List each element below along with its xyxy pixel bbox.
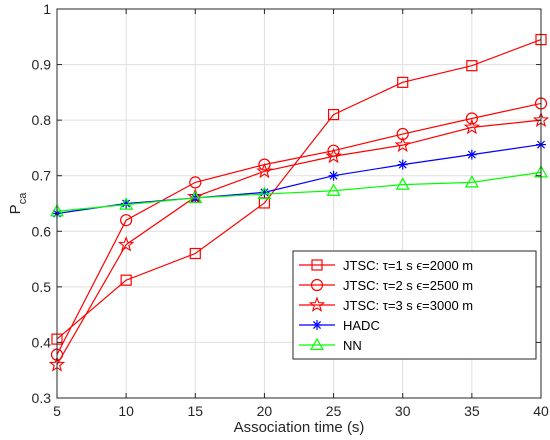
x-axis-label: Association time (s) bbox=[234, 419, 365, 436]
x-tick-label: 30 bbox=[395, 403, 411, 419]
data-point bbox=[256, 162, 273, 179]
data-point bbox=[308, 296, 326, 312]
data-point bbox=[189, 176, 202, 189]
data-point bbox=[327, 108, 340, 121]
data-point bbox=[328, 170, 339, 181]
legend-label: JTSC: τ=1 s ϵ=2000 m bbox=[343, 258, 473, 273]
y-tick-label: 0.7 bbox=[32, 168, 52, 184]
data-point bbox=[325, 147, 342, 164]
legend-label: HADC bbox=[343, 318, 380, 333]
series-layer bbox=[48, 33, 550, 372]
series-line bbox=[56, 119, 542, 365]
data-point bbox=[326, 183, 341, 196]
axes-box bbox=[56, 8, 542, 399]
data-point bbox=[397, 76, 409, 88]
data-point bbox=[309, 337, 325, 351]
data-point bbox=[258, 197, 271, 209]
y-tick-label: 0.6 bbox=[32, 223, 52, 239]
x-tick-label: 5 bbox=[53, 403, 61, 419]
y-axis-label-main: P bbox=[7, 204, 24, 214]
data-point bbox=[188, 190, 203, 204]
x-tick-label: 10 bbox=[118, 403, 134, 419]
legend-entry: JTSC: τ=3 s ϵ=3000 m bbox=[299, 296, 473, 313]
data-point bbox=[395, 177, 410, 190]
data-point bbox=[257, 186, 272, 200]
series-line bbox=[56, 171, 542, 212]
y-tick-label: 0.9 bbox=[32, 57, 52, 73]
x-tick-label: 35 bbox=[464, 403, 480, 419]
y-tick-label: 0.4 bbox=[32, 334, 52, 350]
data-point bbox=[258, 158, 271, 171]
data-point bbox=[466, 60, 478, 72]
data-point bbox=[117, 236, 135, 252]
x-tick-label: 40 bbox=[533, 403, 549, 419]
series-line bbox=[56, 143, 542, 215]
x-tick-label: 20 bbox=[257, 403, 273, 419]
legend-entry: JTSC: τ=2 s ϵ=2500 m bbox=[299, 278, 473, 293]
series-line bbox=[56, 38, 542, 340]
y-tick-label: 0.3 bbox=[32, 390, 52, 406]
y-tick-label: 0.5 bbox=[32, 279, 52, 295]
data-point bbox=[463, 118, 481, 135]
legend: JTSC: τ=1 s ϵ=2000 m JTSC: τ=2 s ϵ=2500 m… bbox=[292, 250, 537, 360]
data-point bbox=[310, 278, 324, 292]
data-point bbox=[120, 214, 133, 227]
data-point bbox=[121, 198, 132, 209]
y-tick-label: 1 bbox=[43, 1, 51, 17]
legend-entry: NN bbox=[299, 337, 362, 353]
legend-label: JTSC: τ=2 s ϵ=2500 m bbox=[343, 278, 473, 293]
data-point bbox=[120, 274, 132, 286]
x-tick-label: 15 bbox=[187, 403, 203, 419]
data-point bbox=[464, 175, 479, 188]
data-point bbox=[466, 149, 477, 160]
data-point bbox=[465, 112, 478, 125]
data-point bbox=[312, 320, 322, 330]
data-point bbox=[119, 197, 134, 210]
legend-entry: HADC bbox=[299, 318, 380, 333]
legend-label: JTSC: τ=3 s ϵ=3000 m bbox=[343, 298, 473, 313]
legend-entry: JTSC: τ=1 s ϵ=2000 m bbox=[299, 258, 473, 273]
legend-label: NN bbox=[343, 338, 362, 353]
data-point bbox=[394, 136, 411, 153]
data-point bbox=[397, 159, 408, 170]
series-line bbox=[56, 102, 542, 355]
y-tick-label: 0.8 bbox=[32, 112, 52, 128]
y-axis-label-subscript: ca bbox=[17, 192, 29, 205]
axes: 5 10 15 20 25 30 35 40 0.3 0.4 0.5 0.6 0.7 0.8 0.9 1 bbox=[32, 1, 549, 419]
data-point bbox=[311, 259, 323, 271]
data-point bbox=[189, 247, 201, 260]
x-tick-label: 25 bbox=[326, 403, 342, 419]
y-axis-label: Pca bbox=[7, 192, 29, 215]
